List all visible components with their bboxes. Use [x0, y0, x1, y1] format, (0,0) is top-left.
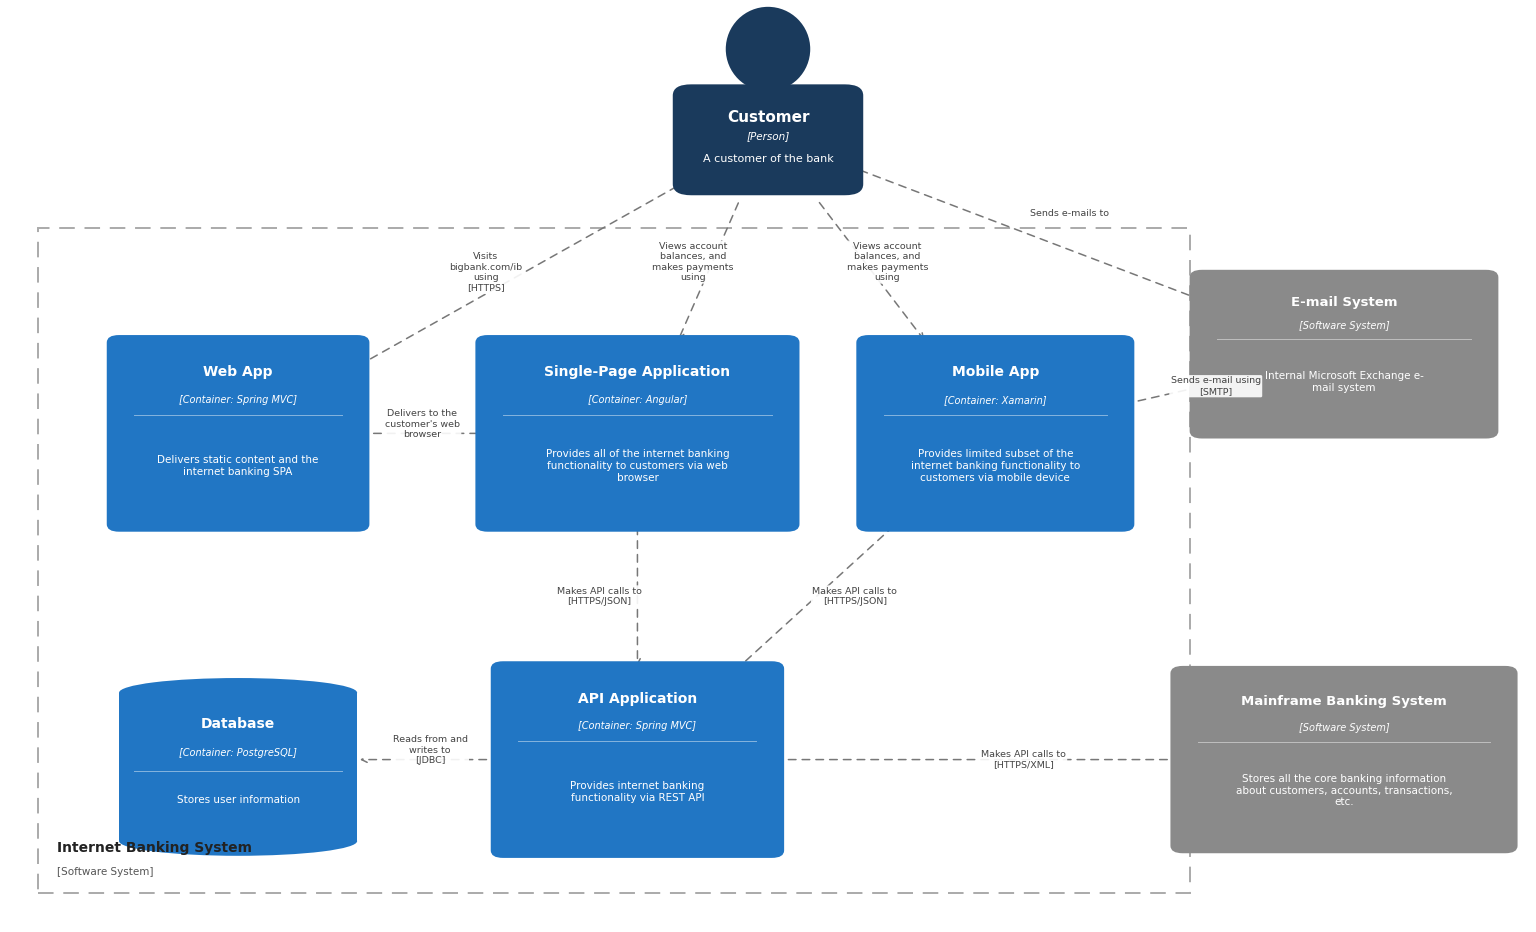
Text: A customer of the bank: A customer of the bank: [702, 155, 834, 164]
FancyBboxPatch shape: [1189, 270, 1498, 439]
Text: Sends e-mail using
[SMTP]: Sends e-mail using [SMTP]: [1170, 377, 1261, 396]
Text: Web App: Web App: [203, 365, 273, 379]
Ellipse shape: [725, 7, 811, 91]
Text: [Container: Angular]: [Container: Angular]: [588, 395, 687, 404]
Text: Makes API calls to
[HTTPS/XML]: Makes API calls to [HTTPS/XML]: [982, 750, 1066, 769]
Text: Delivers static content and the
internet banking SPA: Delivers static content and the internet…: [157, 456, 319, 477]
Text: Mobile App: Mobile App: [952, 365, 1038, 379]
Text: [Container: Spring MVC]: [Container: Spring MVC]: [579, 721, 696, 731]
Ellipse shape: [118, 827, 356, 856]
Text: Provides limited subset of the
internet banking functionality to
customers via m: Provides limited subset of the internet …: [911, 449, 1080, 483]
Text: Delivers to the
customer's web
browser: Delivers to the customer's web browser: [386, 409, 459, 439]
Text: Provides internet banking
functionality via REST API: Provides internet banking functionality …: [570, 782, 705, 803]
Bar: [118, 692, 356, 841]
Text: E-mail System: E-mail System: [1290, 296, 1398, 309]
Bar: [38, 228, 1190, 893]
Text: Sends e-mails to: Sends e-mails to: [1031, 209, 1109, 218]
Text: [Person]: [Person]: [746, 131, 790, 142]
Text: [Software System]: [Software System]: [57, 868, 154, 877]
Text: Reads from and
writes to
[JDBC]: Reads from and writes to [JDBC]: [393, 735, 467, 765]
Text: [Software System]: [Software System]: [1298, 321, 1390, 331]
Text: [Container: Spring MVC]: [Container: Spring MVC]: [180, 395, 296, 404]
Text: Internet Banking System: Internet Banking System: [57, 841, 252, 856]
Text: Single-Page Application: Single-Page Application: [544, 365, 731, 379]
FancyBboxPatch shape: [1170, 665, 1518, 854]
FancyBboxPatch shape: [673, 85, 863, 196]
Text: Makes API calls to
[HTTPS/JSON]: Makes API calls to [HTTPS/JSON]: [556, 587, 642, 606]
Text: Visits
bigbank.com/ib
using
[HTTPS]: Visits bigbank.com/ib using [HTTPS]: [449, 253, 522, 293]
Text: Views account
balances, and
makes payments
using: Views account balances, and makes paymen…: [846, 242, 928, 282]
Text: Provides all of the internet banking
functionality to customers via web
browser: Provides all of the internet banking fun…: [545, 449, 730, 483]
FancyBboxPatch shape: [492, 662, 783, 857]
Text: Database: Database: [201, 717, 275, 731]
FancyBboxPatch shape: [856, 335, 1134, 531]
FancyBboxPatch shape: [108, 335, 369, 531]
Ellipse shape: [118, 678, 356, 707]
Text: [Software System]: [Software System]: [1298, 722, 1390, 733]
Text: Customer: Customer: [727, 110, 809, 125]
Text: Views account
balances, and
makes payments
using: Views account balances, and makes paymen…: [653, 242, 734, 282]
FancyBboxPatch shape: [476, 335, 799, 531]
Text: Mainframe Banking System: Mainframe Banking System: [1241, 695, 1447, 708]
Text: Stores all the core banking information
about customers, accounts, transactions,: Stores all the core banking information …: [1235, 774, 1453, 807]
Text: Makes API calls to
[HTTPS/JSON]: Makes API calls to [HTTPS/JSON]: [813, 587, 897, 606]
Text: [Container: Xamarin]: [Container: Xamarin]: [945, 395, 1046, 404]
Text: [Container: PostgreSQL]: [Container: PostgreSQL]: [180, 748, 296, 758]
Text: Internal Microsoft Exchange e-
mail system: Internal Microsoft Exchange e- mail syst…: [1264, 371, 1424, 392]
Text: API Application: API Application: [578, 692, 697, 706]
Text: Stores user information: Stores user information: [177, 795, 300, 805]
